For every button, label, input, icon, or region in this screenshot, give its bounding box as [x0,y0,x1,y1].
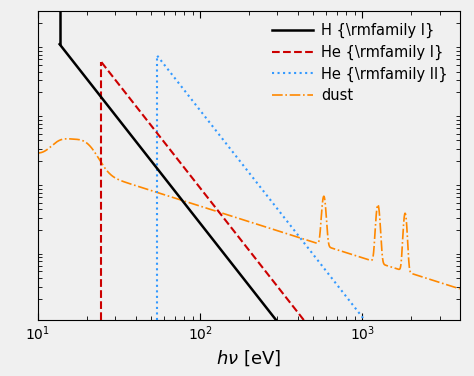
X-axis label: $h\nu$ [eV]: $h\nu$ [eV] [216,349,282,368]
Legend: H {\rmfamily I}, He {\rmfamily I}, He {\rmfamily II}, dust: H {\rmfamily I}, He {\rmfamily I}, He {\… [267,18,453,108]
